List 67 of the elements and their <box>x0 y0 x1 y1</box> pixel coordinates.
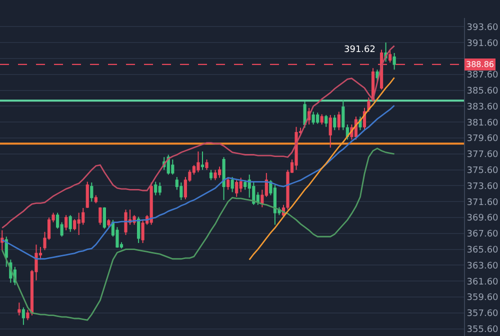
candlestick <box>94 194 98 204</box>
candlestick <box>124 209 128 236</box>
candlestick <box>214 169 217 181</box>
candlestick <box>154 181 158 196</box>
candlestick <box>328 114 332 148</box>
candlestick <box>141 219 144 244</box>
candlestick <box>388 49 392 64</box>
y-tick-label: 383.60 <box>466 102 499 112</box>
line-series <box>248 76 396 260</box>
candlestick <box>294 126 298 170</box>
candlestick <box>0 230 4 251</box>
y-tick-label: 375.60 <box>466 166 499 176</box>
candlestick <box>320 114 324 126</box>
line-series <box>1 45 396 229</box>
candlestick <box>316 112 320 124</box>
candlestick <box>77 212 80 236</box>
y-tick-label: 379.60 <box>466 134 499 144</box>
candlestick <box>22 306 25 326</box>
y-tick-label: 367.60 <box>466 230 499 240</box>
candlestick <box>86 181 89 208</box>
candlestick <box>367 97 370 112</box>
line-series <box>1 148 396 321</box>
y-tick-label: 361.60 <box>466 277 499 288</box>
candlestick <box>200 151 204 170</box>
y-tick-label: 363.60 <box>466 261 499 272</box>
candlestick <box>196 151 200 173</box>
y-tick-label: 381.60 <box>466 118 499 128</box>
y-tick-label: 369.60 <box>466 214 499 224</box>
ref-line-label: 388.86 <box>466 60 494 69</box>
candlestick <box>137 216 140 244</box>
candlestick <box>150 182 153 226</box>
y-tick-label: 365.60 <box>466 245 499 256</box>
candlestick <box>230 176 234 193</box>
candlestick <box>90 182 94 202</box>
candlestick <box>107 218 110 228</box>
candlestick <box>222 156 226 201</box>
candlestick <box>376 69 379 82</box>
y-tick-label: 359.60 <box>466 293 499 304</box>
y-tick-label: 393.60 <box>466 22 499 33</box>
candlestick <box>239 177 242 193</box>
y-tick-label: 373.60 <box>466 182 499 192</box>
y-tick-label: 355.60 <box>466 324 499 335</box>
line-series <box>1 104 396 260</box>
candlestick <box>312 111 315 126</box>
candlestick <box>98 206 102 226</box>
candlestick <box>209 169 213 181</box>
candlestick <box>333 114 336 131</box>
candlestick <box>235 180 238 198</box>
y-tick-label: 387.60 <box>466 70 499 81</box>
y-tick-label: 377.60 <box>466 150 499 160</box>
candlestick <box>18 302 21 316</box>
candlestick <box>102 206 106 230</box>
y-tick-label: 371.60 <box>466 198 499 208</box>
annotation: 391.62 <box>344 45 376 55</box>
candlestick <box>337 111 340 131</box>
candlestick <box>68 214 72 232</box>
candlestick <box>205 159 208 170</box>
candlestick <box>64 214 68 231</box>
y-tick-label: 391.60 <box>466 38 499 49</box>
candlestick <box>4 236 8 268</box>
candlestick <box>158 182 162 196</box>
y-tick-label: 385.60 <box>466 86 499 96</box>
candlestick <box>392 52 396 70</box>
candlestick <box>303 100 306 128</box>
y-tick-label: 357.60 <box>466 309 499 320</box>
candlestick <box>226 176 230 190</box>
candlestick <box>324 114 328 128</box>
